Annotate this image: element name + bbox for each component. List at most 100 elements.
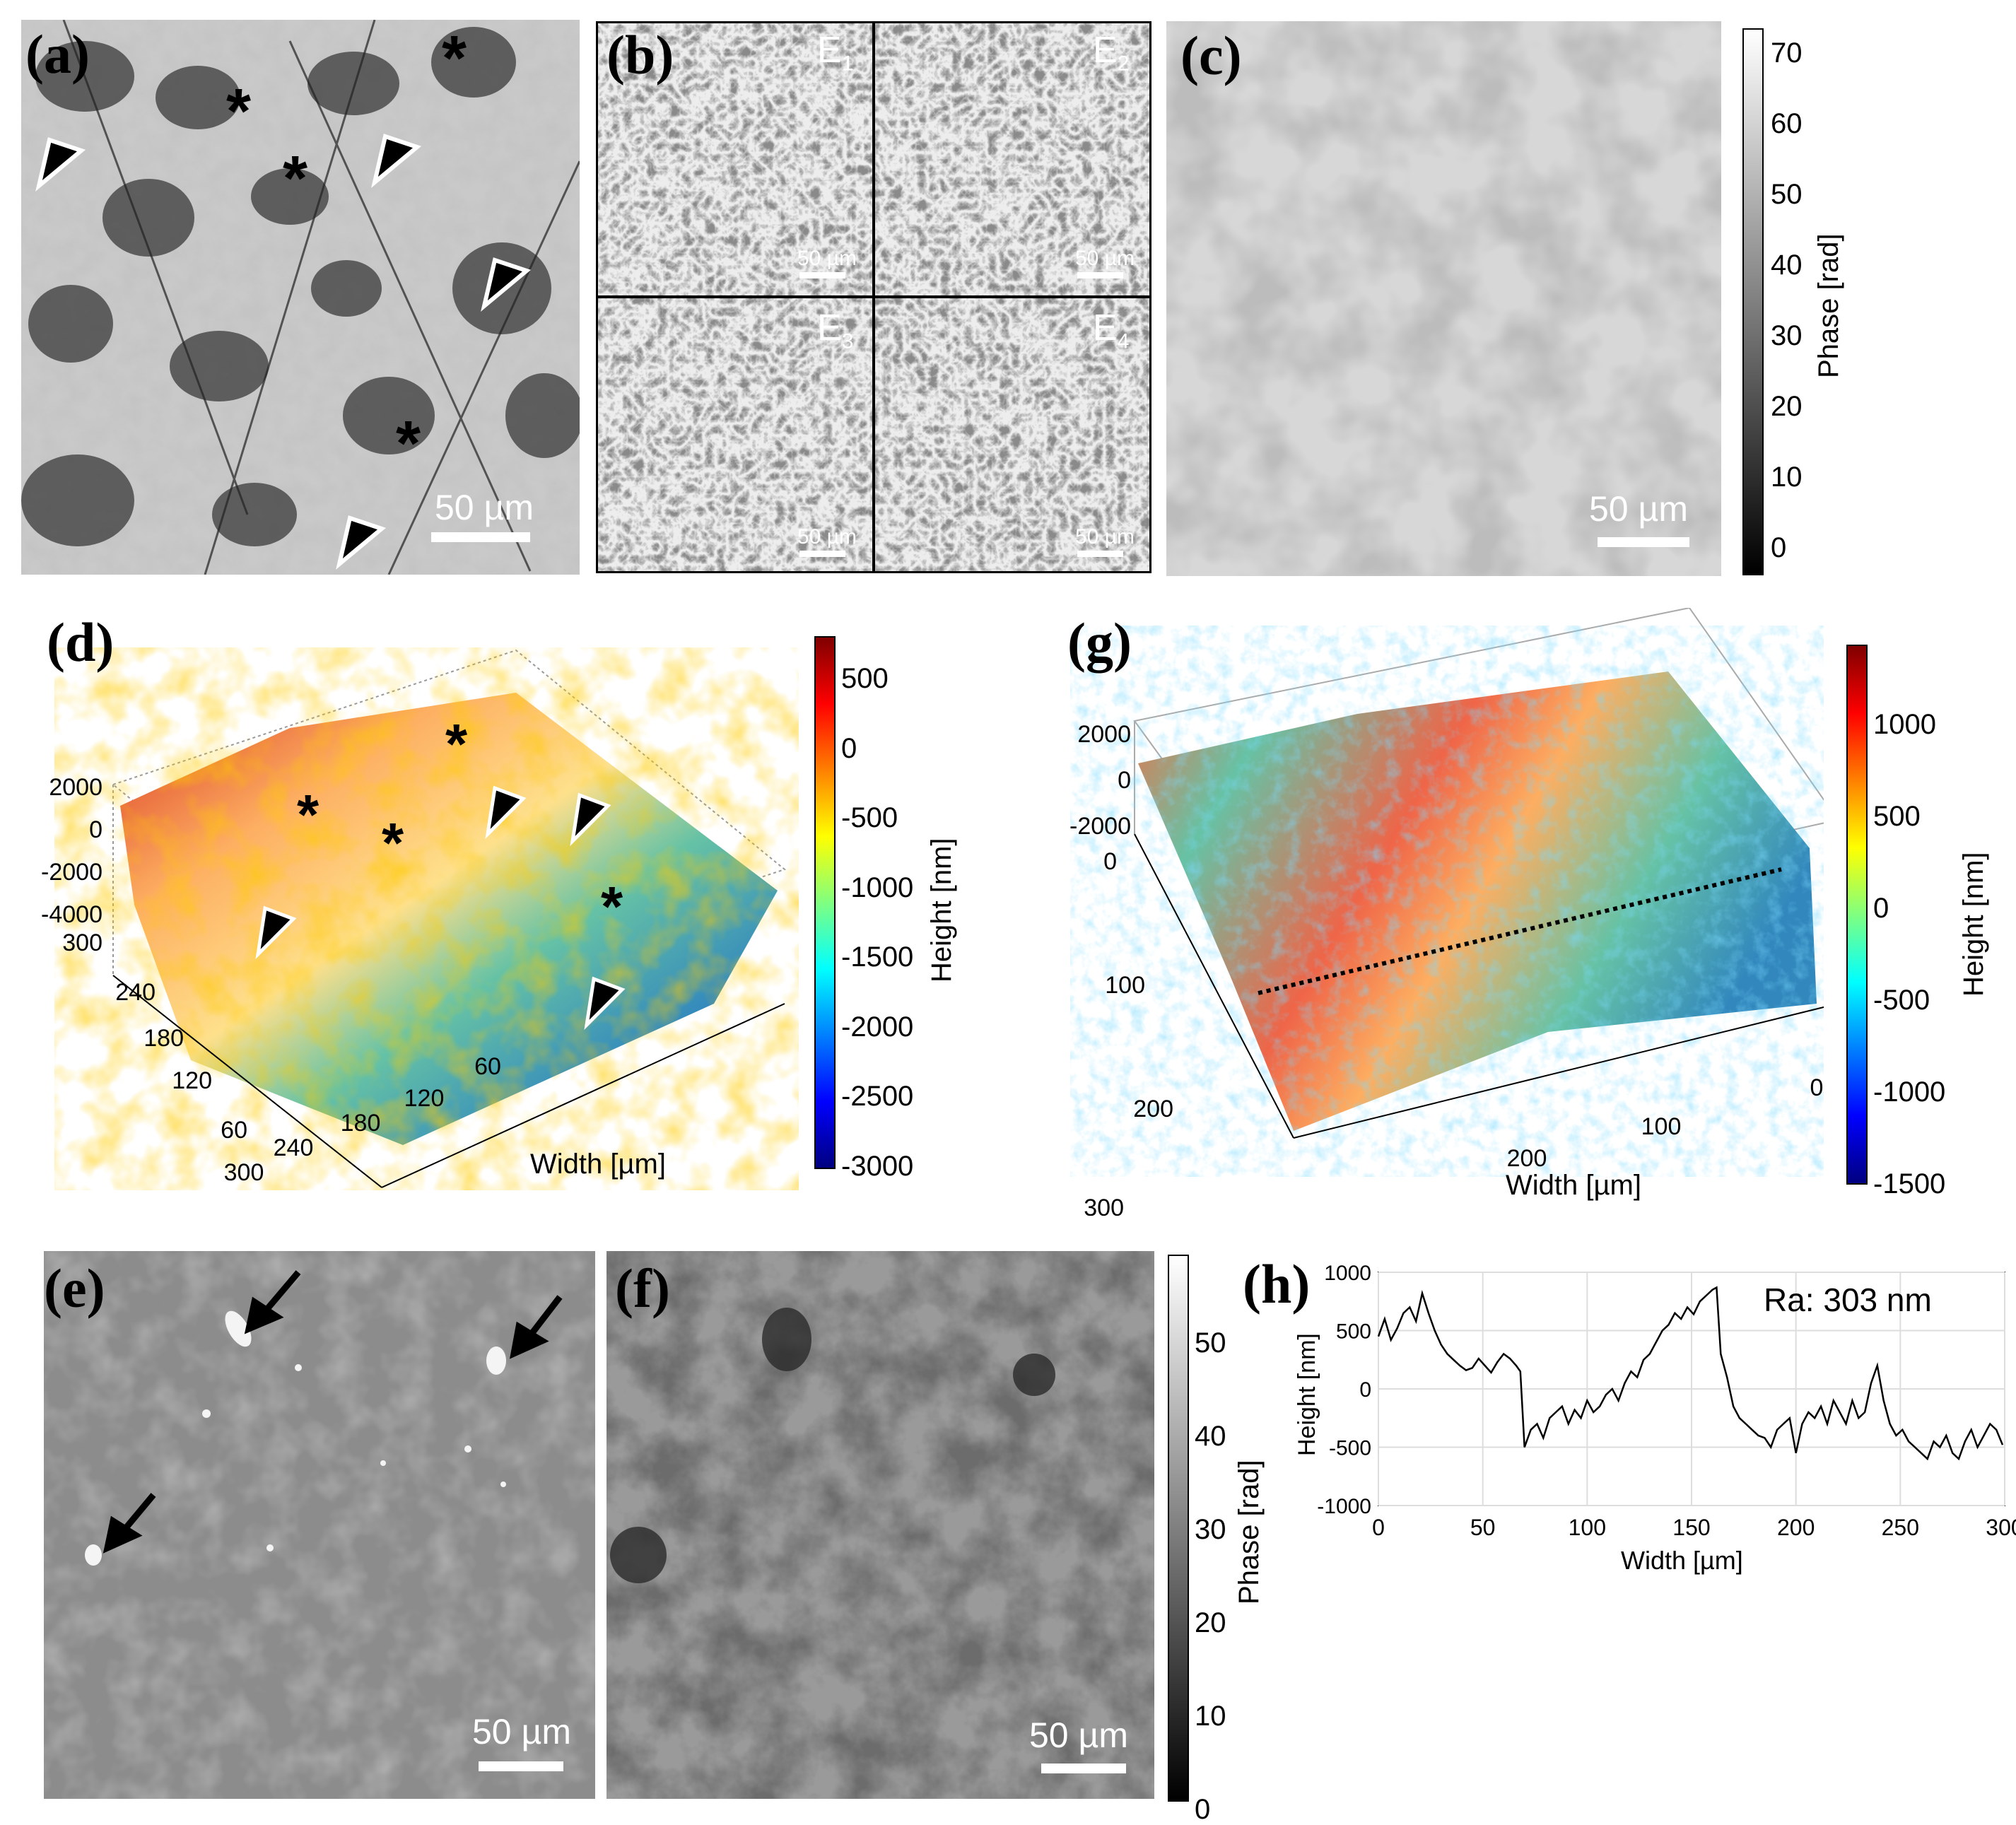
colorbar-f-tick: 0: [1195, 1794, 1211, 1825]
quadrant-2-scalebar-label: 50 µm: [1075, 247, 1135, 270]
colorbar-f-tick: 30: [1195, 1514, 1226, 1545]
colorbar-g-tick: 0: [1873, 893, 1889, 924]
panel-a-micrograph: * * * * (a) 50 µm: [21, 20, 580, 575]
panel-d-xlabel: Width [µm]: [530, 1149, 666, 1180]
quadrant-4-scalebar: [1077, 551, 1123, 557]
arrowhead-markers: [35, 134, 532, 570]
panel-b-quad: (b) E1 E2 E3 E4 50 µm 50 µm 50 µm 50 µm: [596, 21, 1151, 573]
asterisk-icon: *: [226, 76, 251, 147]
panel-c-colorbar-label: Phase [rad]: [1813, 233, 1844, 378]
x-tick-label: 250: [1882, 1515, 1919, 1540]
colorbar-d-tick: -2000: [841, 1011, 914, 1043]
panel-g-y-tick-label: 200: [1133, 1096, 1173, 1122]
arrowhead-icon: [570, 792, 611, 847]
panel-f-colorbar-label: Phase [rad]: [1233, 1460, 1265, 1604]
x-tick-label: 0: [1372, 1515, 1385, 1540]
panel-g-x-tick-label: 200: [1507, 1145, 1547, 1172]
ra-annotation: Ra: 303 nm: [1764, 1281, 1932, 1318]
panel-e-scalebar: [479, 1761, 563, 1771]
colorbar-d-tick: -3000: [841, 1151, 914, 1182]
colorbar-f-tick: 50: [1195, 1327, 1226, 1359]
panel-g-z-tick-label: 0: [1118, 767, 1131, 794]
asterisk-markers: * * * *: [297, 712, 623, 938]
colorbar-c-tick: 50: [1771, 179, 1803, 210]
asterisk-icon: *: [297, 783, 320, 846]
panel-f-scalebar-label: 50 µm: [1029, 1715, 1128, 1755]
panel-d-z-tick-label: 2000: [49, 774, 102, 801]
arrowhead-markers: [255, 785, 626, 1031]
panel-b-label: (b): [606, 24, 674, 86]
panel-g-y-tick-label: 0: [1103, 848, 1117, 875]
y-tick-label: -1000: [1317, 1495, 1371, 1518]
colorbar-d-tick: -1000: [841, 872, 914, 903]
y-tick-label: 500: [1336, 1320, 1371, 1344]
colorbar-c-tick: 60: [1771, 108, 1803, 139]
y-tick-label: 1000: [1324, 1262, 1371, 1285]
panel-d-y-tick-label: 120: [172, 1067, 212, 1094]
panel-f-phase-map: (f) 50 µm: [606, 1251, 1154, 1799]
panel-h-label: (h): [1243, 1253, 1311, 1315]
asterisk-markers: * * * *: [226, 23, 467, 479]
arrow-icon: [102, 1515, 143, 1554]
panel-h-line-chart: 0 50 100 150 200 250 300 1000 500 0 -500 -1000 Ra: …: [1294, 1262, 2016, 1575]
asterisk-icon: *: [396, 409, 421, 479]
y-axis-label: Height [nm]: [1294, 1333, 1320, 1456]
panel-a-image: * * * *: [21, 20, 580, 575]
colorbar-g-tick: -1500: [1873, 1168, 1946, 1199]
panel-g-xlabel: Width [µm]: [1506, 1170, 1641, 1201]
quadrant-3-scalebar: [799, 551, 845, 557]
panel-g-x-tick-label: 0: [1810, 1074, 1824, 1101]
panel-g-colorbar-label: Height [nm]: [1958, 852, 1989, 997]
panel-d-x-tick-label: 120: [404, 1085, 445, 1112]
quadrant-label-e3: E3: [817, 307, 854, 353]
colorbar-f-tick: 20: [1195, 1607, 1226, 1638]
quadrant-1-scalebar-label: 50 µm: [797, 247, 857, 270]
panel-c-colorbar: [1742, 28, 1764, 575]
asterisk-icon: *: [601, 875, 623, 938]
quadrant-label-e1: E1: [817, 30, 854, 76]
panel-g-3d-surface: 2000 0 -2000 0 100 200 300 200 100 0 Width [µm] (…: [1060, 606, 1839, 1221]
panel-g-z-tick-label: 2000: [1077, 721, 1131, 748]
colorbar-d-tick: 500: [841, 663, 889, 694]
colorbar-d-tick: -500: [841, 802, 898, 834]
panel-f-scalebar: [1041, 1764, 1126, 1773]
asterisk-icon: *: [445, 712, 468, 775]
panel-d-3d-surface: * * * * 2000 0 -2000 -4000 300 240 180 120 60 300…: [21, 608, 799, 1195]
quadrant-label-e2: E2: [1093, 30, 1130, 76]
panel-c-scalebar-label: 50 µm: [1589, 489, 1688, 529]
arrow-icon: [244, 1296, 284, 1334]
colorbar-g-tick: 500: [1873, 801, 1921, 832]
colorbar-g-tick: 1000: [1873, 709, 1936, 740]
panel-b-image: [598, 23, 1149, 571]
arrow-markers: [102, 1270, 563, 1554]
arrowhead-icon: [584, 976, 626, 1031]
colorbar-d-tick: -1500: [841, 941, 914, 973]
panel-e-label: (e): [44, 1257, 105, 1319]
x-tick-label: 100: [1569, 1515, 1606, 1540]
panel-a-scalebar-label: 50 µm: [435, 488, 534, 527]
panel-g-z-tick-label: -2000: [1069, 813, 1131, 840]
colorbar-c-tick: 30: [1771, 320, 1803, 351]
panel-g-y-tick-label: 300: [1084, 1195, 1124, 1216]
panel-g-x-tick-label: 100: [1641, 1113, 1682, 1140]
x-tick-label: 150: [1672, 1515, 1710, 1540]
x-tick-label: 200: [1777, 1515, 1815, 1540]
panel-c-label: (c): [1180, 25, 1242, 86]
panel-f-image: [606, 1251, 1154, 1799]
colorbar-g-tick: -1000: [1873, 1076, 1946, 1108]
colorbar-c-tick: 40: [1771, 250, 1803, 281]
panel-d-plot: * * * * 20000-2000-400030024018012060300…: [41, 649, 787, 1188]
panel-f-label: (f): [615, 1257, 670, 1319]
panel-c-image: [1166, 21, 1721, 576]
colorbar-g-tick: -500: [1873, 985, 1930, 1016]
panel-d-z-tick-label: -4000: [41, 901, 102, 928]
arrowhead-icon: [371, 134, 422, 189]
panel-d-colorbar: [814, 636, 836, 1169]
panel-d-x-tick-label: 240: [274, 1134, 314, 1161]
panel-g-label: (g): [1067, 611, 1132, 673]
colorbar-d-tick: 0: [841, 732, 857, 764]
arrowhead-icon: [336, 515, 387, 570]
asterisk-icon: *: [283, 143, 307, 214]
x-tick-label: 300: [1986, 1515, 2016, 1540]
colorbar-f-tick: 10: [1195, 1701, 1226, 1732]
